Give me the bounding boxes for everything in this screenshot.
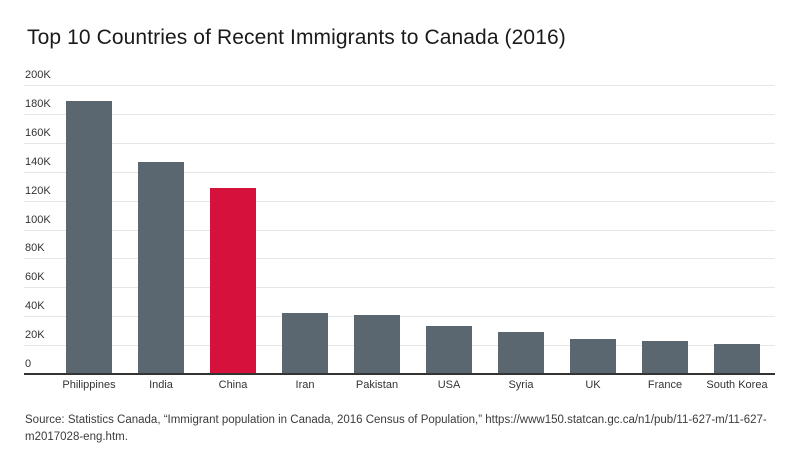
y-tick-label-0: 0 [25,358,32,370]
bar-syria [498,332,544,374]
gridline-140K [24,171,775,173]
chart-title: Top 10 Countries of Recent Immigrants to… [27,26,566,49]
x-label-iran: Iran [295,379,315,391]
y-tick-label-180K: 180K [25,97,51,110]
y-tick-label-80K: 80K [25,242,45,255]
gridline-200K [24,85,775,86]
x-label-pakistan: Pakistan [355,379,399,391]
gridline-120K [24,200,775,202]
bars-layer [53,85,773,374]
y-tick-label-160K: 160K [25,126,51,139]
y-tick-label-200K: 200K [25,69,51,81]
bar-pakistan [354,314,400,374]
y-tick-label-100K: 100K [25,213,51,226]
gridline-180K [24,113,775,115]
y-tick-label-120K: 120K [25,184,51,197]
x-label-syria: Syria [508,379,534,391]
bar-philippines [66,100,112,374]
x-label-usa: USA [437,379,461,391]
plot-area: 0 20K 40K 60K 80K 100K 120K 140K 160K 180K 200K [24,70,775,375]
x-axis-labels: Philippines India China Iran Pakistan USA Syri… [53,379,773,391]
gridline-160K [24,142,775,144]
bar-usa [426,326,472,374]
y-tick-label-40K: 40K [25,300,45,313]
x-label-china: China [218,379,248,391]
x-label-france: France [647,379,683,391]
x-axis-line [24,373,775,375]
bar-uk [570,339,616,374]
source-note: Source: Statistics Canada, “Immigrant po… [25,414,767,443]
y-tick-label-140K: 140K [25,155,51,168]
gridline-100K [24,229,775,231]
x-label-south-korea: South Korea [706,379,768,391]
x-label-uk: UK [585,379,601,391]
y-tick-label-60K: 60K [25,271,45,284]
x-label-india: India [149,379,173,391]
bar-france [642,340,688,374]
y-tick-label-20K: 20K [25,329,45,342]
bar-south-korea [714,343,760,374]
bar-iran [282,313,328,374]
bar-china [210,187,256,374]
gridline-60K [24,287,775,289]
gridline-80K [24,258,775,260]
x-label-philippines: Philippines [62,379,116,391]
bar-india [138,161,184,374]
